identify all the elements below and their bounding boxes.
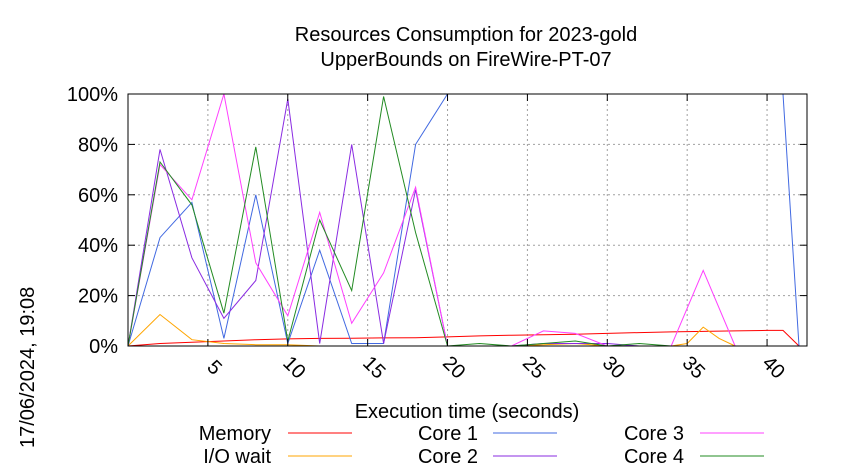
- x-tick-label: 30: [598, 352, 629, 383]
- legend-label-core-1: Core 1: [418, 423, 478, 445]
- y-tick-label: 0%: [89, 336, 118, 358]
- series-line-core-2: [127, 98, 736, 347]
- x-tick-label: 25: [518, 352, 549, 383]
- y-tick-label: 40%: [78, 235, 118, 257]
- grid: [128, 94, 807, 346]
- series-line-core-1: [127, 93, 800, 347]
- plot-frame: [127, 93, 808, 347]
- series-lines: [127, 93, 800, 347]
- series-line-core-4: [127, 96, 736, 347]
- x-tick-label: 5: [202, 356, 225, 379]
- y-tick-label: 100%: [67, 84, 118, 106]
- chart-title: Resources Consumption for 2023-gold: [295, 24, 637, 46]
- x-tick-label: 10: [278, 352, 309, 383]
- axis-ticks: 0% 20% 40% 60% 80% 100% 5 10 15 20 25 30 35 40: [67, 84, 807, 383]
- timestamp-label: 17/06/2024, 19:08: [17, 287, 39, 448]
- y-tick-label: 20%: [78, 286, 118, 308]
- chart-subtitle: UpperBounds on FireWire-PT-07: [320, 49, 611, 71]
- x-axis-label: Execution time (seconds): [355, 401, 580, 423]
- x-tick-label: 15: [358, 352, 389, 383]
- y-tick-label: 80%: [78, 134, 118, 156]
- series-line-memory: [127, 329, 800, 347]
- legend-label-memory: Memory: [199, 423, 271, 445]
- legend-label-core-4: Core 4: [624, 446, 684, 468]
- x-tick-label: 40: [758, 352, 789, 383]
- legend-label-core-3: Core 3: [624, 423, 684, 445]
- legend-label-i-o-wait: I/O wait: [203, 446, 271, 468]
- x-tick-label: 35: [678, 352, 709, 383]
- y-tick-label: 60%: [78, 185, 118, 207]
- x-tick-label: 20: [438, 352, 469, 383]
- legend-label-core-2: Core 2: [418, 446, 478, 468]
